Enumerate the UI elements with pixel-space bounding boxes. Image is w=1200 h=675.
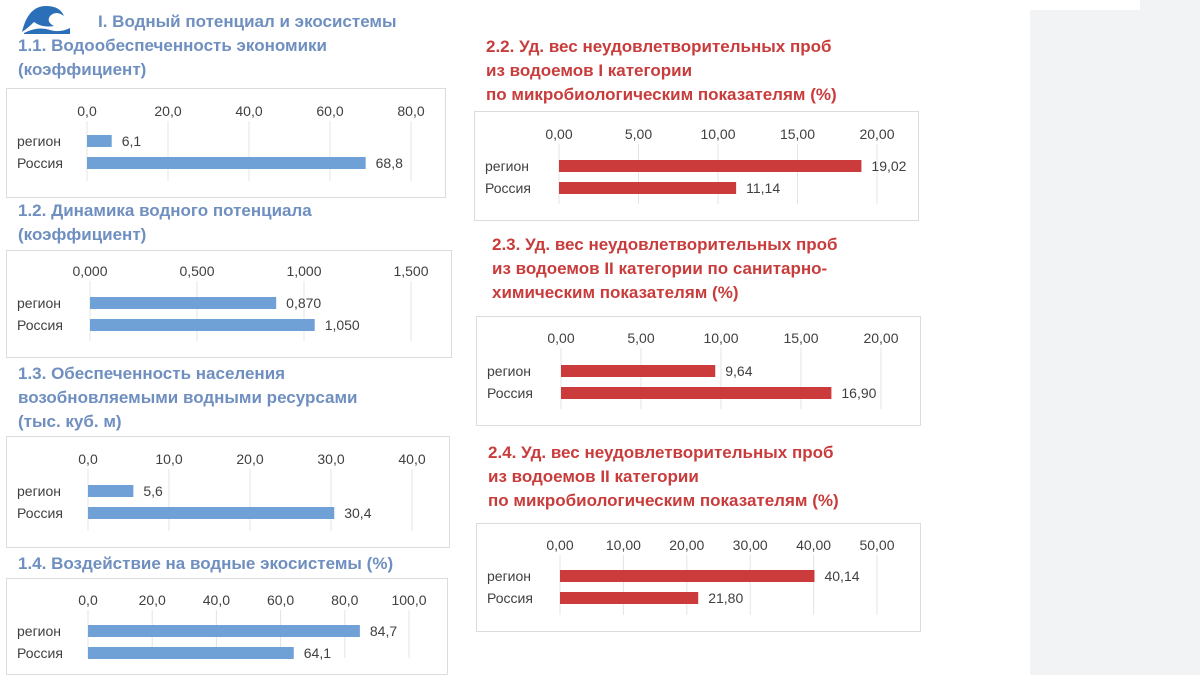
bar-region xyxy=(560,570,815,582)
tick-label: 20,0 xyxy=(154,103,181,119)
water-wave-icon xyxy=(22,6,70,34)
tick-label: 80,0 xyxy=(331,592,358,608)
tick-label: 0,0 xyxy=(77,103,97,119)
chart-title-2-4: 2.4. Уд. вес неудовлетворительных проб и… xyxy=(488,443,839,510)
category-label: регион xyxy=(17,483,61,499)
tick-label: 0,00 xyxy=(547,330,574,346)
value-label: 30,4 xyxy=(344,505,371,521)
category-label: регион xyxy=(485,158,529,174)
section-title: I. Водный потенциал и экосистемы xyxy=(98,12,397,31)
tick-label: 0,500 xyxy=(179,263,214,279)
tick-label: 40,0 xyxy=(235,103,262,119)
value-label: 9,64 xyxy=(725,363,752,379)
category-label: Россия xyxy=(485,180,531,196)
tick-label: 0,0 xyxy=(78,451,98,467)
value-label: 6,1 xyxy=(122,133,142,149)
tick-label: 100,0 xyxy=(391,592,426,608)
category-label: регион xyxy=(17,133,61,149)
tick-label: 60,0 xyxy=(267,592,294,608)
tick-label: 80,0 xyxy=(397,103,424,119)
value-label: 64,1 xyxy=(304,645,331,661)
category-label: Россия xyxy=(17,155,63,171)
tick-label: 60,0 xyxy=(316,103,343,119)
bar-region xyxy=(559,160,862,172)
value-label: 0,870 xyxy=(286,295,321,311)
tick-label: 5,00 xyxy=(627,330,654,346)
category-label: Россия xyxy=(17,645,63,661)
value-label: 11,14 xyxy=(746,180,780,196)
category-label: регион xyxy=(487,568,531,584)
bar-region xyxy=(88,485,134,497)
tick-label: 40,0 xyxy=(398,451,425,467)
bar-russia xyxy=(561,387,832,399)
value-label: 40,14 xyxy=(824,568,859,584)
chart-2-2: 0,00 5,00 10,00 15,00 20,00 регион 19,02 Россия… xyxy=(474,111,919,221)
chart-1-4: 0,0 20,0 40,0 60,0 80,0 100,0 регион 84,7 Россия… xyxy=(6,578,448,675)
value-label: 21,80 xyxy=(708,590,743,606)
tick-label: 30,0 xyxy=(317,451,344,467)
tick-label: 15,00 xyxy=(780,126,815,142)
tick-label: 40,00 xyxy=(796,537,831,553)
chart-1-1: 0,0 20,0 40,0 60,0 80,0 регион 6,1 Россия 68,8 xyxy=(6,88,446,198)
category-label: Россия xyxy=(487,385,533,401)
tick-label: 10,00 xyxy=(700,126,735,142)
bar-region xyxy=(88,625,360,637)
chart-2-3: 0,00 5,00 10,00 15,00 20,00 регион 9,64 Россия 1… xyxy=(476,316,921,426)
tick-label: 20,0 xyxy=(139,592,166,608)
bar-russia xyxy=(90,319,315,331)
bar-region xyxy=(87,135,112,147)
tick-label: 0,00 xyxy=(546,537,573,553)
chart-title-2-3: 2.3. Уд. вес неудовлетворительных проб и… xyxy=(492,235,838,302)
tick-label: 30,00 xyxy=(733,537,768,553)
top-strip xyxy=(1030,0,1140,10)
tick-label: 15,00 xyxy=(783,330,818,346)
bar-russia xyxy=(87,157,366,169)
tick-label: 20,0 xyxy=(236,451,263,467)
tick-label: 0,00 xyxy=(545,126,572,142)
right-gutter xyxy=(1030,0,1200,675)
chart-1-3: 0,0 10,0 20,0 30,0 40,0 регион 5,6 Россия 30,4 xyxy=(6,436,450,548)
bar-russia xyxy=(88,647,294,659)
value-label: 5,6 xyxy=(143,483,163,499)
tick-label: 20,00 xyxy=(669,537,704,553)
tick-label: 0,0 xyxy=(78,592,98,608)
tick-label: 0,000 xyxy=(72,263,107,279)
tick-label: 1,500 xyxy=(393,263,428,279)
value-label: 16,90 xyxy=(841,385,876,401)
category-label: регион xyxy=(17,623,61,639)
bar-russia xyxy=(559,182,737,194)
value-label: 1,050 xyxy=(325,317,360,333)
bar-russia xyxy=(560,592,699,604)
tick-label: 10,00 xyxy=(606,537,641,553)
category-label: Россия xyxy=(17,505,63,521)
category-label: Россия xyxy=(487,590,533,606)
chart-2-4: 0,00 10,00 20,00 30,00 40,00 50,00 регион 40,14… xyxy=(476,523,921,632)
value-label: 68,8 xyxy=(376,155,403,171)
category-label: регион xyxy=(17,295,61,311)
bar-region xyxy=(561,365,716,377)
chart-title-1-4: 1.4. Воздействие на водные экосистемы (%… xyxy=(18,554,394,573)
tick-label: 50,00 xyxy=(859,537,894,553)
chart-title-1-2: 1.2. Динамика водного потенциала (коэффи… xyxy=(18,201,312,244)
category-label: Россия xyxy=(17,317,63,333)
bar-russia xyxy=(88,507,335,519)
value-label: 84,7 xyxy=(370,623,397,639)
chart-1-2: 0,000 0,500 1,000 1,500 регион 0,870 Россия 1,0… xyxy=(6,250,452,358)
tick-label: 20,00 xyxy=(859,126,894,142)
bar-region xyxy=(90,297,277,309)
chart-title-2-2: 2.2. Уд. вес неудовлетворительных проб и… xyxy=(486,37,837,104)
tick-label: 10,00 xyxy=(703,330,738,346)
chart-title-1-3: 1.3. Обеспеченность населения возобновля… xyxy=(18,364,358,431)
tick-label: 10,0 xyxy=(155,451,182,467)
value-label: 19,02 xyxy=(871,158,906,174)
tick-label: 1,000 xyxy=(286,263,321,279)
tick-label: 20,00 xyxy=(863,330,898,346)
chart-title-1-1: 1.1. Водообеспеченность экономики (коэфф… xyxy=(18,36,328,79)
category-label: регион xyxy=(487,363,531,379)
tick-label: 40,0 xyxy=(203,592,230,608)
tick-label: 5,00 xyxy=(625,126,652,142)
